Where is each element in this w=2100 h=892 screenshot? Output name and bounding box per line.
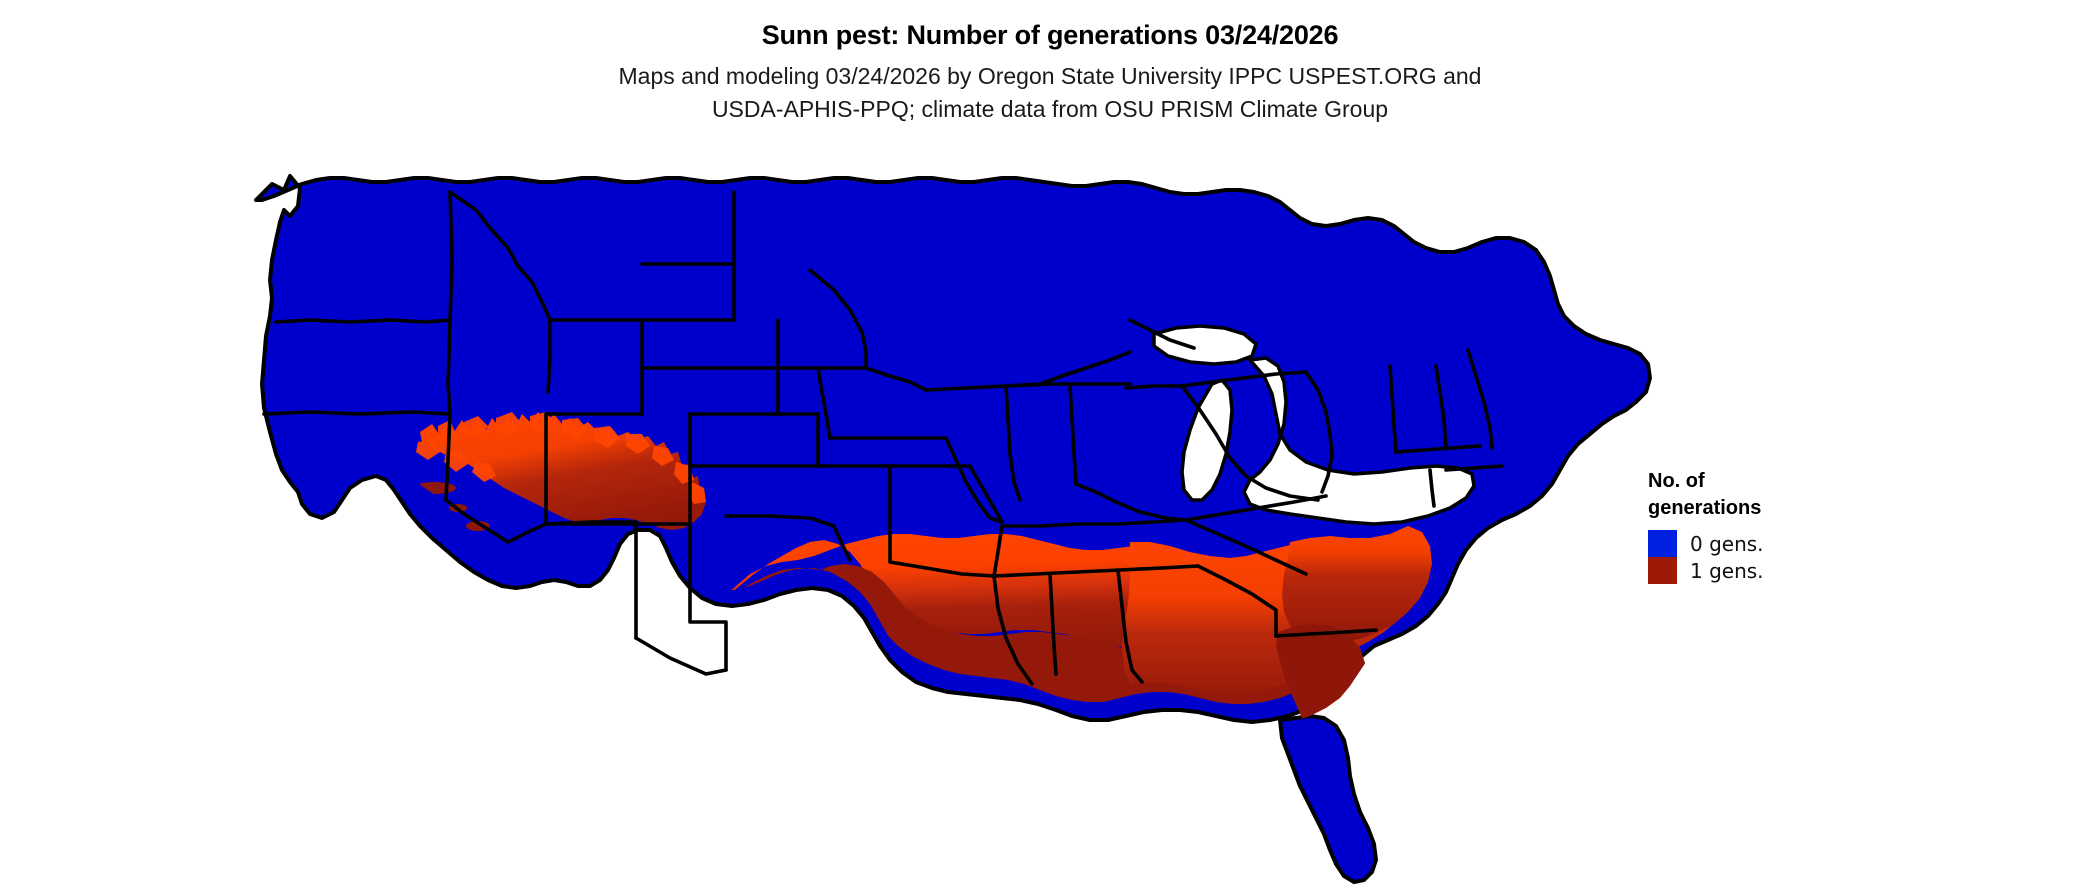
border-pa-md-nj	[1304, 370, 1334, 494]
lake-huron-erie-ontario	[1242, 356, 1476, 526]
border-mn-wi	[808, 268, 868, 370]
state-boundaries	[262, 190, 1504, 686]
border-ms-al	[1048, 572, 1058, 676]
border-id-mt	[448, 190, 552, 322]
border-ky-oh-wv	[1074, 482, 1188, 522]
border-ga-fl	[1274, 628, 1378, 638]
legend-label-1-gens: 1 gens.	[1690, 558, 1764, 583]
zone-florida-peninsula	[1276, 624, 1404, 728]
border-ky-tn	[1000, 518, 1188, 528]
border-az-mexico	[634, 636, 728, 676]
border-ma-ct-ri	[1444, 464, 1504, 472]
border-ar-la	[888, 516, 996, 578]
border-al-ga	[1116, 568, 1144, 684]
page-subtitle: Maps and modeling 03/24/2026 by Oregon S…	[0, 60, 2100, 126]
map-container	[250, 170, 1670, 892]
border-or-ca	[262, 410, 452, 416]
great-lakes	[1152, 324, 1476, 526]
border-nv-ut	[444, 412, 452, 502]
zone-florida-north	[1282, 526, 1432, 644]
border-pa-ny	[1180, 370, 1308, 388]
border-la-ms	[992, 574, 1034, 686]
border-mo-il	[944, 436, 1004, 524]
border-ca-nv	[444, 498, 510, 544]
legend-item-1[interactable]: 1 gens.	[1648, 557, 1948, 584]
border-in-oh	[1068, 384, 1078, 486]
subtitle-line-2: USDA-APHIS-PPQ; climate data from OSU PR…	[711, 96, 1389, 122]
border-ne-ia-mo	[816, 366, 832, 440]
border-wa-or	[274, 318, 452, 324]
border-vt-nh	[1434, 364, 1448, 450]
map-base-layer	[254, 174, 1652, 884]
border-wa-or-id	[446, 190, 454, 416]
border-ny-ne	[1388, 364, 1398, 454]
border-il-in	[1004, 384, 1022, 502]
border-va-wv-md	[1180, 384, 1320, 502]
border-ny-vt-ma	[1394, 444, 1482, 454]
border-nm-tx	[688, 522, 728, 672]
border-mi-oh-in	[1004, 382, 1132, 388]
legend-title: No. of generations	[1648, 468, 1818, 522]
legend-title-line-2: generations	[1648, 497, 1762, 519]
border-mo-ar	[888, 464, 1004, 524]
legend-title-line-1: No. of	[1648, 470, 1705, 492]
border-nc-va	[1184, 494, 1328, 522]
map-legend: No. of generations 0 gens. 1 gens.	[1648, 468, 1948, 584]
us-generations-map	[254, 174, 1652, 884]
border-oh-pa-wv	[1124, 384, 1184, 390]
border-ok-tx	[724, 514, 852, 562]
lake-michigan	[1180, 377, 1234, 502]
border-ia-wi-il	[864, 366, 928, 392]
border-ga-sc-nc	[1196, 564, 1278, 638]
border-nh-me	[1466, 348, 1494, 450]
border-ct-ny	[1428, 468, 1436, 508]
border-wi-mi	[1038, 350, 1132, 386]
border-ar-ms-tn	[992, 524, 1004, 578]
border-id-wy	[546, 318, 552, 394]
legend-swatch-1-gens	[1648, 557, 1677, 584]
legend-item-0[interactable]: 0 gens.	[1648, 530, 1948, 557]
lake-superior	[1152, 324, 1259, 366]
border-nv-az	[506, 522, 548, 544]
page-title: Sunn pest: Number of generations 03/24/2…	[761, 20, 1339, 50]
border-mi-upper	[1128, 318, 1196, 350]
legend-swatch-0-gens	[1648, 530, 1677, 557]
legend-label-0-gens: 0 gens.	[1690, 531, 1764, 556]
florida-landmass	[1278, 714, 1378, 884]
subtitle-line-1: Maps and modeling 03/24/2026 by Oregon S…	[618, 63, 1482, 89]
border-tn-ms-al-ga	[992, 564, 1200, 578]
border-sc-nc	[1184, 518, 1308, 576]
